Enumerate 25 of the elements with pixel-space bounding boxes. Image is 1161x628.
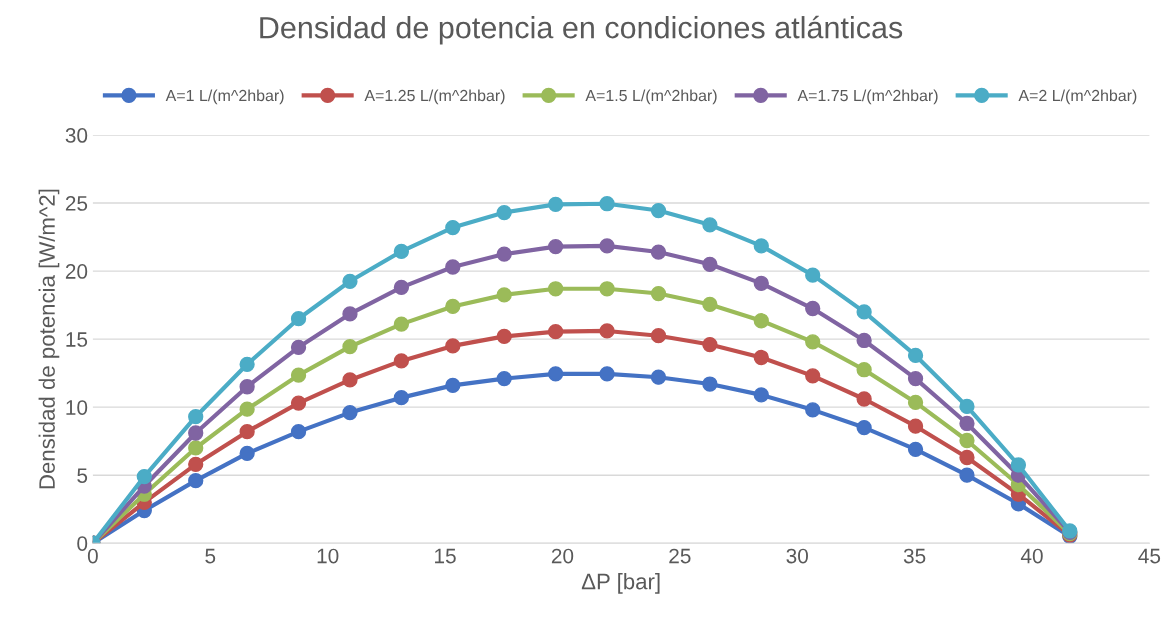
x-tick-label: 25 (669, 548, 691, 564)
x-tick-label: 40 (1020, 548, 1043, 564)
y-tick-label: 0 (77, 536, 88, 551)
y-tick-label: 5 (77, 468, 88, 483)
y-axis-title: Densidad de potencia [W/m^2] (38, 189, 60, 489)
x-tick-label: 15 (435, 548, 456, 564)
legend-label: A=2 L/(m^2hbar) (1018, 89, 1137, 105)
chart-title: Densidad de potencia en condiciones atlánticas (260, 15, 903, 45)
x-tick-label: 35 (903, 548, 926, 564)
x-tick-label: 0 (87, 548, 98, 564)
x-tick-label: 5 (205, 548, 216, 564)
x-tick-label: 20 (551, 548, 574, 564)
x-axis-title: ΔP [bar] (581, 573, 660, 594)
y-tick-label: 30 (65, 128, 88, 143)
x-tick-label: 30 (786, 548, 808, 564)
y-tick-label: 15 (66, 332, 88, 347)
y-tick-label: 20 (65, 264, 88, 279)
legend-label: A=1.25 L/(m^2hbar) (364, 89, 505, 105)
y-tick-label: 25 (65, 196, 88, 211)
legend-label: A=1.5 L/(m^2hbar) (585, 89, 717, 105)
y-tick-label: 10 (66, 400, 88, 415)
legend-label: A=1.75 L/(m^2hbar) (797, 89, 938, 105)
x-tick-label: 10 (317, 548, 339, 564)
x-tick-label: 45 (1138, 548, 1161, 564)
legend-label: A=1 L/(m^2hbar) (165, 89, 284, 105)
